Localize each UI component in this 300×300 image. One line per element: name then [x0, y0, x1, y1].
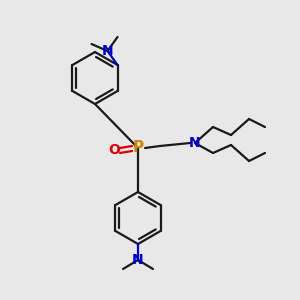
Text: P: P: [132, 140, 144, 155]
Text: O: O: [108, 143, 120, 157]
Text: N: N: [189, 136, 201, 150]
Text: N: N: [102, 44, 113, 58]
Text: N: N: [132, 253, 144, 267]
